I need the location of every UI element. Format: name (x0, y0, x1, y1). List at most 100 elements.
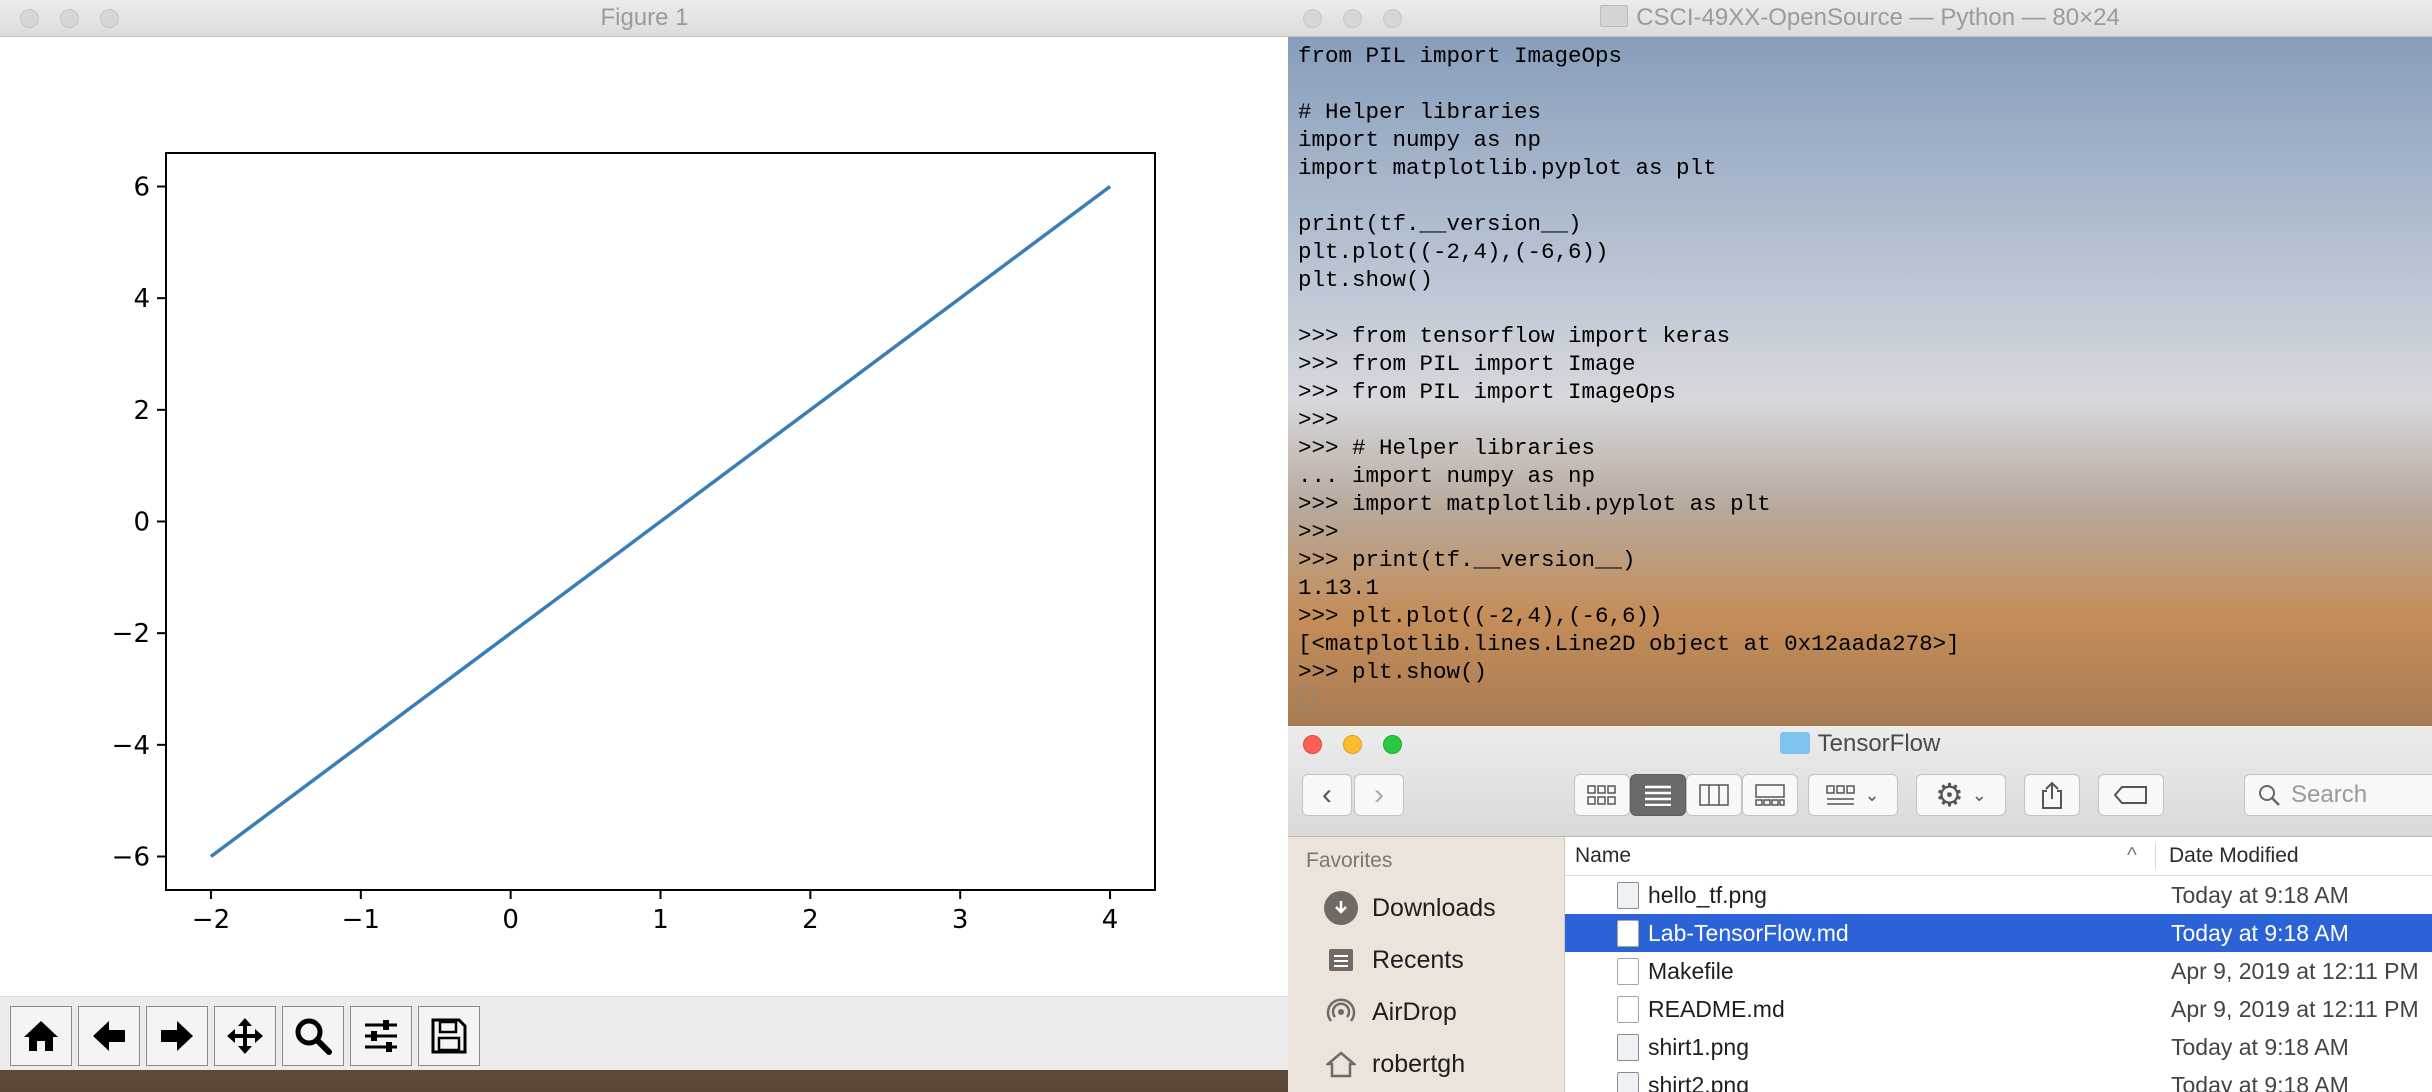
close-window-button[interactable] (1303, 9, 1322, 28)
configure-subplots-icon (365, 1020, 397, 1052)
figure-window: Figure 1 −2 −1 0 1 2 3 4 −6 −4 −2 0 2 4 6 (0, 0, 1290, 1070)
forward-button[interactable] (146, 1006, 208, 1066)
file-name: Lab-TensorFlow.md (1648, 920, 1849, 946)
finder-toolbar: TensorFlow ‹ › ⌄ ⚙ ⌄ S (1288, 726, 2432, 837)
sidebar-item-recents[interactable]: Recents (1288, 935, 1564, 985)
sidebar-item-downloads[interactable]: Downloads (1288, 883, 1564, 933)
file-row-hello-tf[interactable]: hello_tf.png Today at 9:18 AM (1565, 876, 2432, 914)
image-file-icon (1617, 1034, 1639, 1061)
tags-button[interactable] (2098, 774, 2164, 816)
figure-title: Figure 1 (600, 4, 689, 31)
file-date: Today at 9:18 AM (2171, 882, 2349, 908)
pan-button[interactable] (214, 1006, 276, 1066)
sort-ascending-icon[interactable]: ^ (2127, 844, 2137, 867)
file-name: README.md (1648, 996, 1785, 1022)
sidebar-item-airdrop[interactable]: AirDrop (1288, 987, 1564, 1037)
text-file-icon (1617, 996, 1639, 1023)
folder-icon (1779, 732, 1810, 754)
y-tick-label: 2 (133, 396, 150, 426)
y-tick-label: −4 (112, 731, 150, 761)
document-file-icon (1617, 958, 1639, 985)
back-arrow-icon (93, 1021, 125, 1051)
x-tick-label: 2 (802, 905, 819, 935)
finder-sidebar: Favorites Downloads Recents AirDrop robe… (1288, 837, 1565, 1092)
sidebar-item-label: robertgh (1372, 1049, 1466, 1078)
save-floppy-icon (431, 1018, 467, 1054)
save-button[interactable] (418, 1006, 480, 1066)
chevron-right-icon: › (1374, 778, 1384, 811)
file-date: Today at 9:18 AM (2171, 1034, 2349, 1060)
sidebar-item-label: Recents (1372, 945, 1464, 974)
share-button[interactable] (2024, 774, 2080, 816)
zoom-button[interactable] (282, 1006, 344, 1066)
sidebar-item-robertgh[interactable]: robertgh (1288, 1039, 1564, 1089)
recents-icon (1324, 943, 1358, 977)
file-date: Apr 9, 2019 at 12:11 PM (2171, 958, 2419, 984)
gallery-view-icon (1755, 784, 1785, 806)
configure-subplots-button[interactable] (350, 1006, 412, 1066)
search-field[interactable]: Search (2244, 774, 2432, 816)
icon-view-icon (1587, 785, 1616, 805)
back-button[interactable] (78, 1006, 140, 1066)
file-row-lab-tensorflow[interactable]: Lab-TensorFlow.md Today at 9:18 AM (1565, 914, 2432, 952)
action-button[interactable]: ⚙ ⌄ (1916, 774, 2006, 816)
minimize-window-button[interactable] (1343, 735, 1362, 754)
file-name: Makefile (1648, 958, 1734, 984)
x-tick-label: −2 (192, 905, 230, 935)
file-date: Today at 9:18 AM (2171, 920, 2349, 946)
text-file-icon (1617, 920, 1639, 947)
file-list-header: Name ^ Date Modified (1565, 837, 2432, 876)
gear-icon: ⚙ (1935, 777, 1964, 813)
file-row-shirt1[interactable]: shirt1.png Today at 9:18 AM (1565, 1028, 2432, 1066)
home-button[interactable] (10, 1006, 72, 1066)
file-name: hello_tf.png (1648, 882, 1767, 908)
forward-button[interactable]: › (1354, 774, 1404, 816)
y-tick-label: 0 (133, 508, 150, 538)
y-tick-label: −6 (112, 843, 150, 873)
column-view-icon (1699, 784, 1729, 806)
zoom-window-button[interactable] (1383, 735, 1402, 754)
y-tick-label: −2 (112, 619, 150, 649)
terminal-titlebar: CSCI-49XX-OpenSource — Python — 80×24 (1288, 0, 2432, 37)
zoom-window-button[interactable] (100, 9, 119, 28)
list-view-icon (1645, 785, 1671, 806)
sidebar-item-label: Downloads (1372, 893, 1496, 922)
chevron-down-icon: ⌄ (1864, 784, 1880, 805)
pan-move-icon (227, 1018, 263, 1054)
terminal-cursor (1300, 686, 1313, 710)
zoom-magnifier-icon (295, 1018, 332, 1055)
file-row-readme[interactable]: README.md Apr 9, 2019 at 12:11 PM (1565, 990, 2432, 1028)
zoom-window-button[interactable] (1383, 9, 1402, 28)
date-modified-column-header[interactable]: Date Modified (2169, 844, 2299, 867)
file-date: Apr 9, 2019 at 12:11 PM (2171, 996, 2419, 1022)
group-icon (1826, 785, 1856, 805)
x-tick-label: −1 (342, 905, 380, 935)
back-button[interactable]: ‹ (1302, 774, 1352, 816)
minimize-window-button[interactable] (1343, 9, 1362, 28)
file-row-shirt2[interactable]: shirt2.png Today at 9:18 AM (1565, 1066, 2432, 1092)
name-column-header[interactable]: Name (1575, 844, 1632, 867)
close-window-button[interactable] (20, 9, 39, 28)
y-tick-label: 4 (133, 284, 150, 314)
file-row-makefile[interactable]: Makefile Apr 9, 2019 at 12:11 PM (1565, 952, 2432, 990)
finder-window: TensorFlow ‹ › ⌄ ⚙ ⌄ S (1288, 726, 2432, 1092)
file-date: Today at 9:18 AM (2171, 1072, 2349, 1092)
minimize-window-button[interactable] (60, 9, 79, 28)
terminal-output[interactable]: from PIL import ImageOps # Helper librar… (1298, 43, 1960, 685)
gallery-view-button[interactable] (1742, 774, 1798, 816)
search-icon (2259, 785, 2280, 806)
close-window-button[interactable] (1303, 735, 1322, 754)
column-view-button[interactable] (1686, 774, 1742, 816)
file-name: shirt1.png (1648, 1034, 1750, 1060)
folder-icon (1600, 5, 1629, 27)
forward-arrow-icon (161, 1021, 193, 1051)
sidebar-item-label: AirDrop (1372, 997, 1457, 1026)
search-placeholder: Search (2291, 781, 2368, 808)
icon-view-button[interactable] (1574, 774, 1630, 816)
share-icon (2042, 781, 2062, 809)
home-folder-icon (1324, 1047, 1358, 1081)
home-icon (24, 1021, 58, 1051)
list-view-button[interactable] (1630, 774, 1686, 816)
group-by-button[interactable]: ⌄ (1808, 774, 1898, 816)
figure-titlebar: Figure 1 (0, 0, 1289, 37)
